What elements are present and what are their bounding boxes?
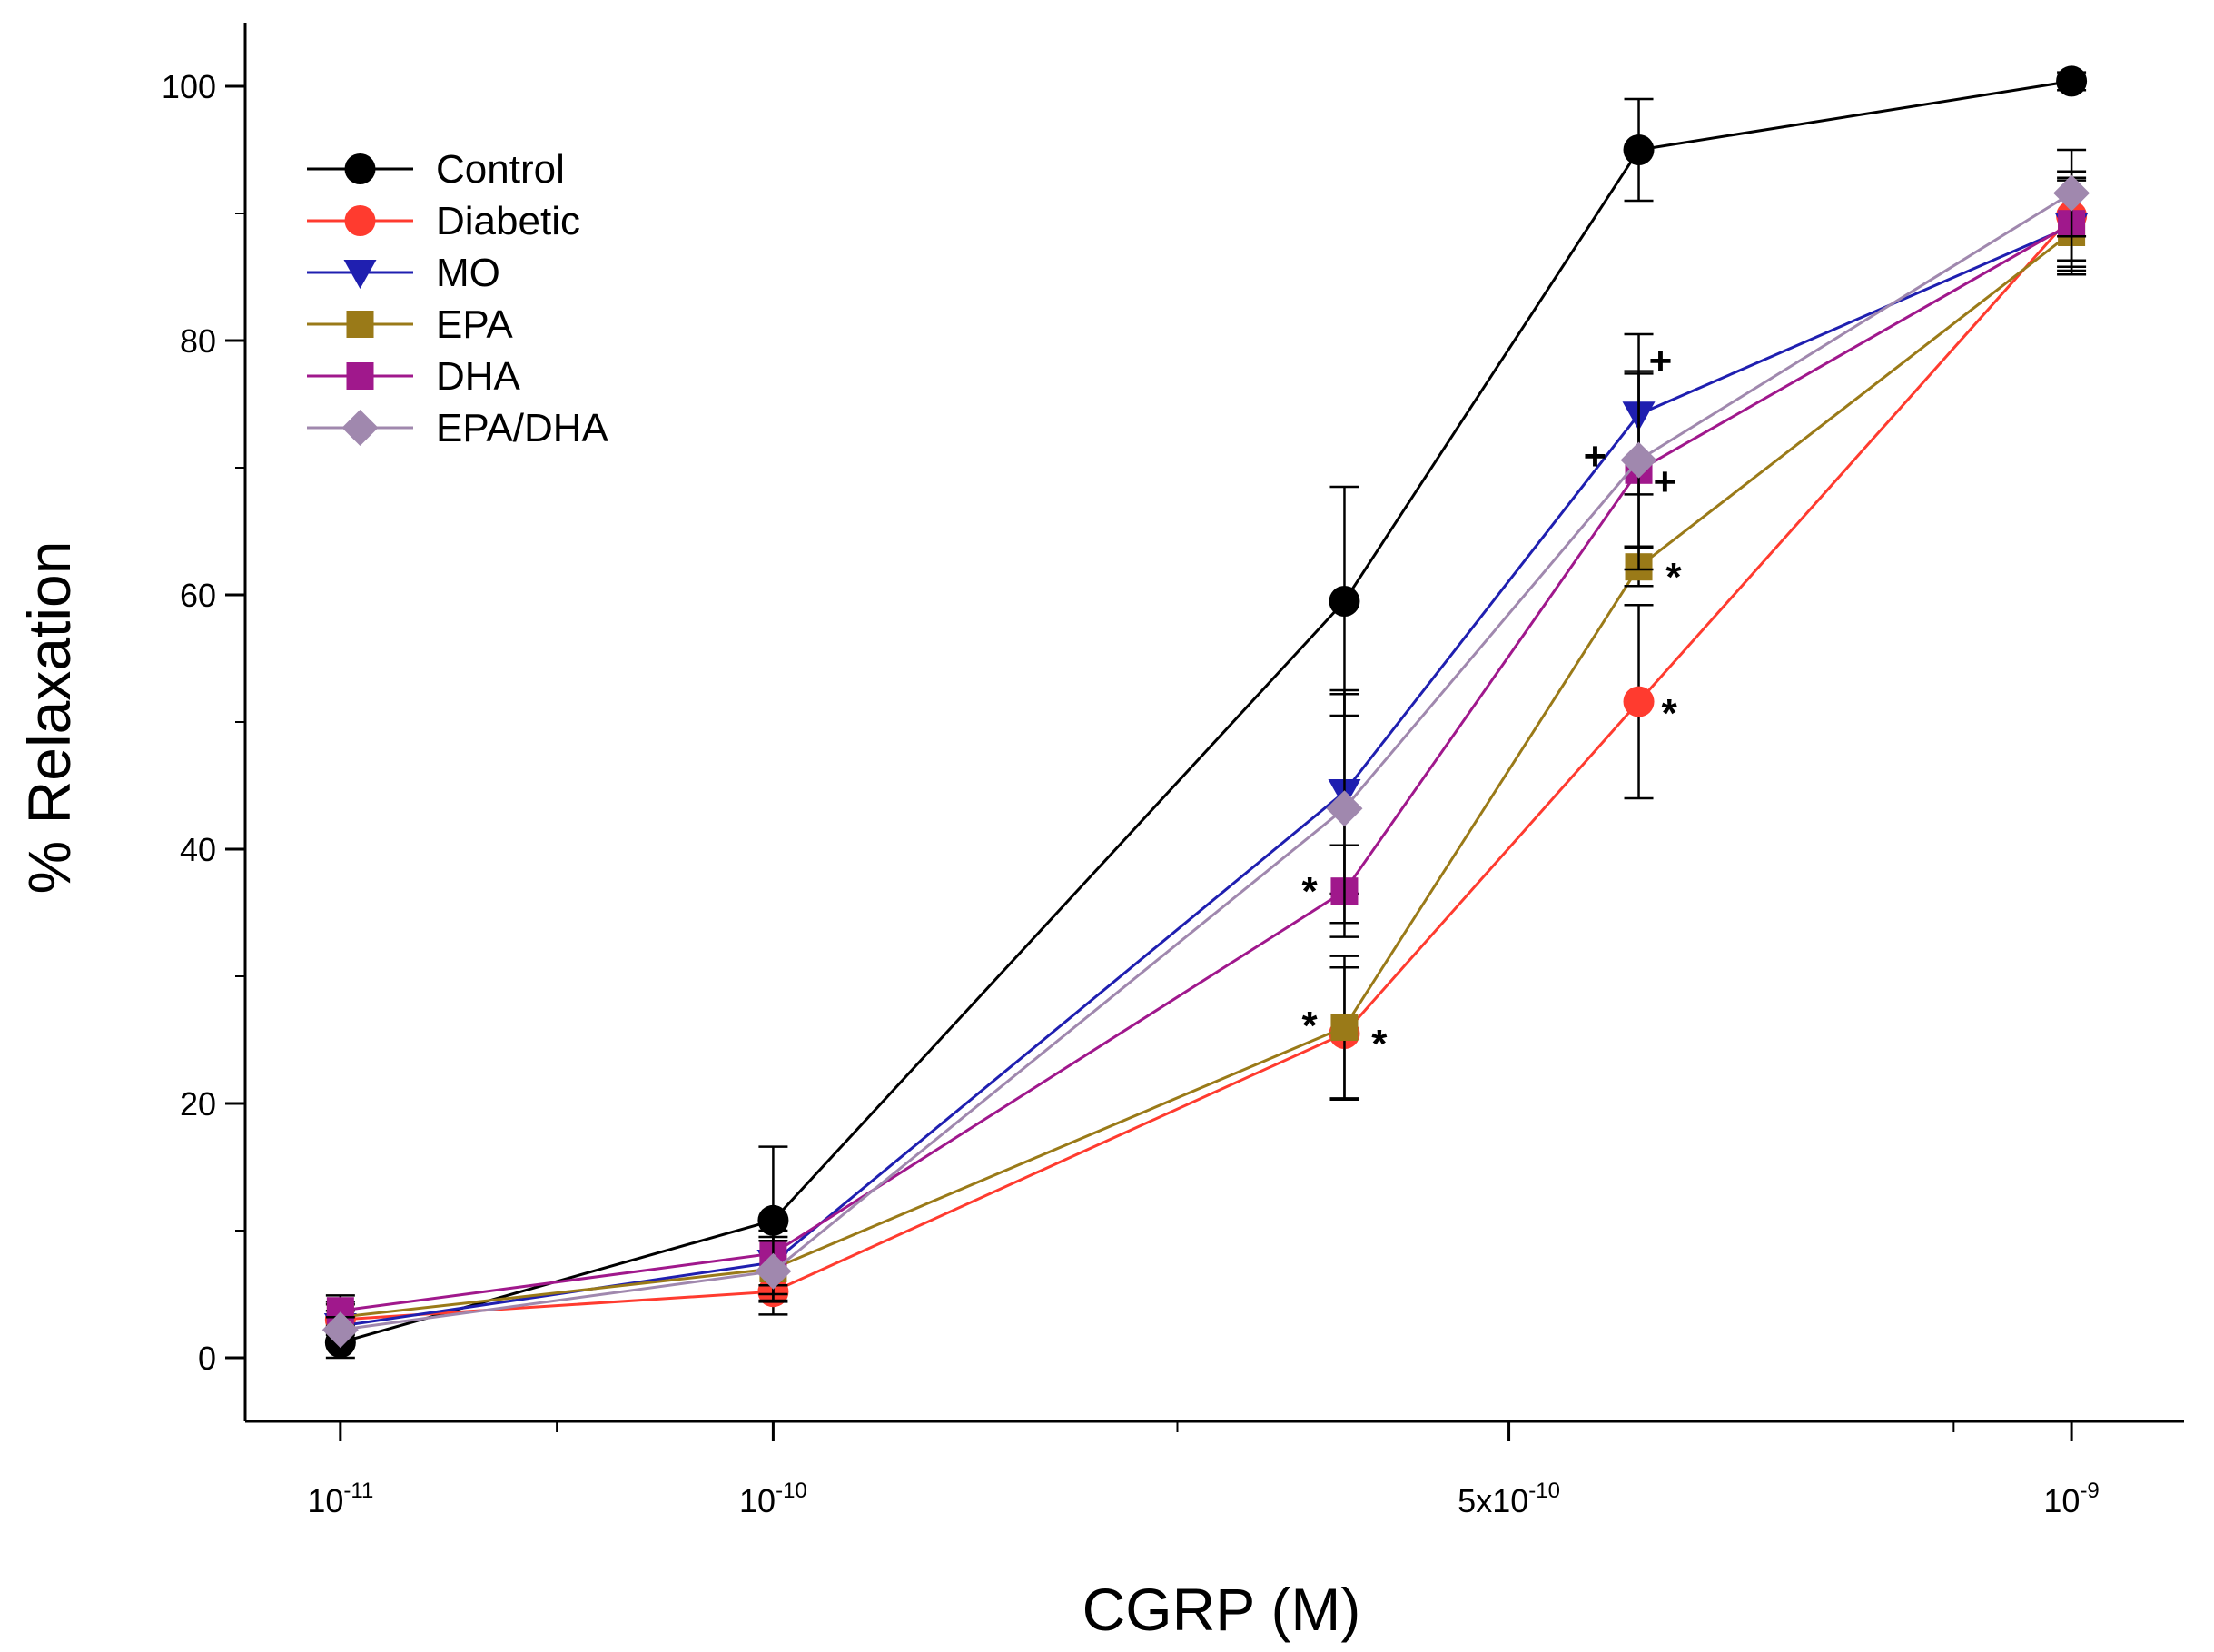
x-tick-label: 10-11 [307, 1479, 373, 1519]
data-point [1623, 134, 1655, 165]
x-tick-label: 10-9 [2043, 1479, 2099, 1519]
x-axis-title: CGRP (M) [1082, 1576, 1361, 1643]
legend-label: Control [436, 147, 565, 192]
y-tick-label: 100 [162, 68, 216, 105]
data-point [1330, 1014, 1359, 1041]
data-point [1329, 586, 1360, 617]
y-axis-title: % Relaxation [15, 541, 83, 895]
legend-swatch-marker [343, 260, 377, 289]
legend-swatch-marker [346, 311, 374, 338]
legend-item: EPA/DHA [307, 406, 609, 450]
legend-label: Diabetic [436, 199, 580, 243]
legend-item: Diabetic [307, 199, 580, 243]
data-point [1623, 686, 1655, 717]
series-epa-dha [321, 148, 2090, 1349]
legend-swatch-marker [341, 410, 379, 446]
legend-swatch-marker [346, 362, 374, 390]
legend-label: DHA [436, 354, 521, 399]
legend-swatch-marker [344, 205, 376, 236]
y-tick-label: 20 [180, 1085, 216, 1123]
axes-group: 0 20 40 60 80 100 10-11 10-10 5x10-10 10-9 [162, 23, 2184, 1519]
series-line [340, 231, 2073, 1319]
significance-marker: * [1302, 869, 1319, 914]
legend-swatch-marker [344, 153, 376, 184]
legend-label: MO [436, 251, 500, 295]
legend-item: Control [307, 147, 565, 192]
significance-marker: * [1302, 1004, 1319, 1048]
significance-marker: + [1653, 460, 1676, 504]
x-tick-label: 10-10 [739, 1479, 807, 1519]
series-line [340, 214, 2073, 1321]
annotations-group: + + + * * * * * [1302, 339, 1683, 1066]
x-tick-label: 5x10-10 [1458, 1479, 1560, 1519]
series-line [340, 79, 2072, 1344]
y-tick-label: 60 [180, 577, 216, 614]
data-point [321, 1311, 359, 1349]
data-point [1620, 441, 1657, 479]
significance-marker: * [1371, 1022, 1388, 1066]
y-tick-label: 80 [180, 322, 216, 360]
data-point [757, 1204, 789, 1236]
data-point [2053, 174, 2090, 212]
significance-marker: + [1584, 434, 1607, 479]
data-point [755, 1252, 792, 1290]
data-point [1326, 790, 1363, 827]
legend-item: MO [307, 251, 500, 295]
series-line [340, 224, 2072, 1328]
legend-label: EPA/DHA [436, 406, 609, 450]
series-control [324, 65, 2088, 1360]
series-line [340, 192, 2072, 1331]
significance-marker: + [1649, 339, 1673, 383]
y-tick-label: 40 [180, 831, 216, 868]
legend-item: EPA [307, 302, 513, 347]
legend-label: EPA [436, 302, 513, 347]
series-mo [323, 176, 2089, 1343]
significance-marker: * [1665, 555, 1682, 599]
y-tick-label: 0 [198, 1340, 216, 1377]
data-point [2056, 65, 2088, 97]
series-group [321, 65, 2090, 1360]
legend: Control Diabetic MO EPA DHA EPA/DHA [307, 147, 609, 450]
significance-marker: * [1662, 691, 1678, 736]
series-line [340, 222, 2072, 1312]
legend-item: DHA [307, 354, 521, 399]
